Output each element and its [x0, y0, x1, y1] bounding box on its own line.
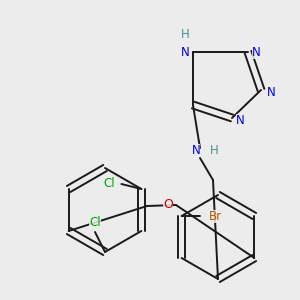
Text: N: N — [267, 85, 275, 98]
Text: N: N — [181, 46, 189, 59]
Text: Cl: Cl — [103, 178, 115, 190]
Text: N: N — [192, 143, 200, 157]
Text: Br: Br — [209, 209, 222, 223]
Text: N: N — [236, 113, 244, 127]
Text: H: H — [210, 143, 218, 157]
Text: N: N — [252, 46, 260, 59]
Text: Cl: Cl — [89, 215, 101, 229]
Text: H: H — [181, 28, 189, 40]
Text: O: O — [163, 199, 173, 212]
